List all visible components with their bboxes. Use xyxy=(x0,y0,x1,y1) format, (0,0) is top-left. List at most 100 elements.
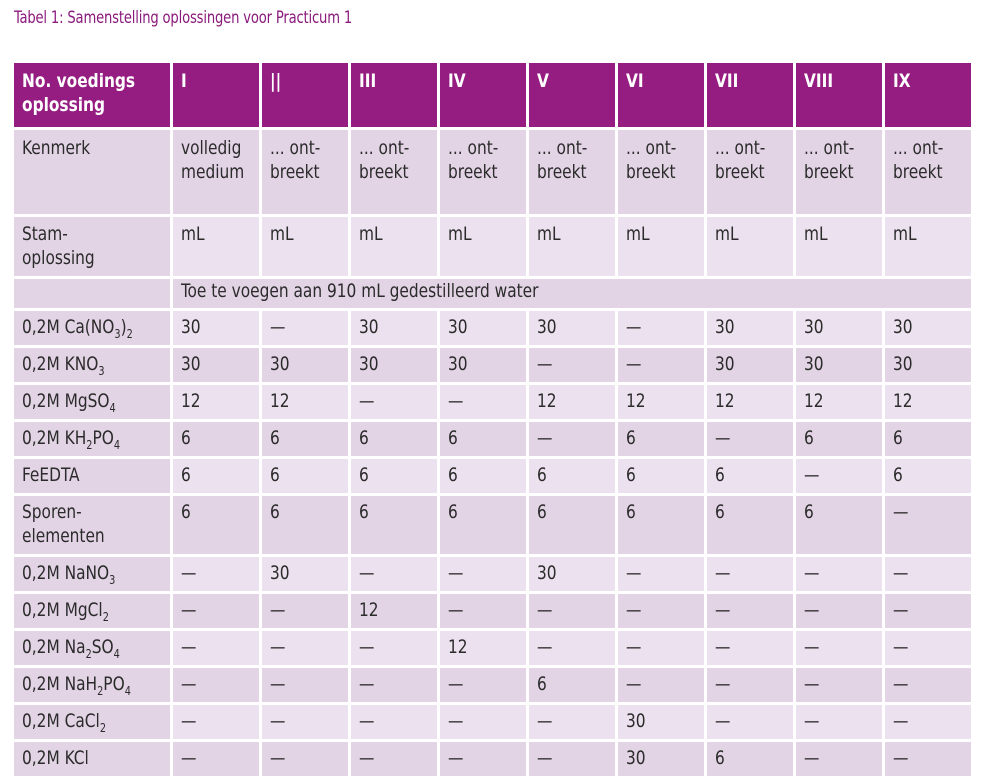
table-cell: 12 xyxy=(796,385,882,419)
table-cell: mL xyxy=(262,217,348,276)
table-cell: — xyxy=(529,594,615,628)
table-cell: — xyxy=(440,668,526,702)
table-cell: mL xyxy=(173,217,259,276)
table-cell: 12 xyxy=(529,385,615,419)
row-label: 0,2M KH2PO4 xyxy=(14,422,170,456)
header-label: No. voedings oplossing xyxy=(14,63,170,127)
table-cell: 6 xyxy=(796,422,882,456)
table-cell: — xyxy=(796,631,882,665)
table-cell: 6 xyxy=(173,496,259,554)
table-cell: — xyxy=(796,705,882,739)
table-cell: — xyxy=(707,594,793,628)
table-cell: — xyxy=(618,311,704,345)
table-cell: 30 xyxy=(529,311,615,345)
table-cell: 6 xyxy=(618,422,704,456)
table-cell: — xyxy=(885,742,971,776)
table-cell: mL xyxy=(529,217,615,276)
table-cell: 6 xyxy=(529,496,615,554)
table-cell: mL xyxy=(796,217,882,276)
table-cell: — xyxy=(529,422,615,456)
row-label: 0,2M KNO3 xyxy=(14,348,170,382)
table-row: FeEDTA 6 6 6 6 6 6 6—6 xyxy=(14,459,971,493)
table-cell: — xyxy=(796,594,882,628)
table-cell: ... ont-breekt xyxy=(796,130,882,214)
kenmerk-row: Kenmerk volledig medium... ont-breekt...… xyxy=(14,130,971,214)
table-cell: 6 xyxy=(351,422,437,456)
table-cell: mL xyxy=(885,217,971,276)
table-cell: — xyxy=(262,311,348,345)
table-body: No. voedings oplossing I || III IV V VI VII VII… xyxy=(14,63,971,776)
table-row: 0,2M NaH2PO4— — — —6— — — — xyxy=(14,668,971,702)
table-cell: — xyxy=(440,557,526,591)
table-cell: — xyxy=(351,557,437,591)
table-cell: ... ont-breekt xyxy=(707,130,793,214)
table-cell: 6 xyxy=(618,496,704,554)
table-cell: 6 xyxy=(707,496,793,554)
table-cell: 6 xyxy=(262,459,348,493)
column-header: || xyxy=(262,63,348,127)
row-label-empty xyxy=(14,279,170,308)
column-header: VII xyxy=(707,63,793,127)
table-cell: — xyxy=(796,668,882,702)
table-cell: — xyxy=(618,594,704,628)
table-cell: 30 xyxy=(440,348,526,382)
table-row: 0,2M Na2SO4— — —12— — — — — xyxy=(14,631,971,665)
table-cell: 30 xyxy=(262,557,348,591)
table-cell: 12 xyxy=(440,631,526,665)
table-cell: — xyxy=(529,705,615,739)
table-row: 0,2M MgCl2— —12— — — — — — xyxy=(14,594,971,628)
table-cell: — xyxy=(440,385,526,419)
table-cell: ... ont-breekt xyxy=(262,130,348,214)
column-header: I xyxy=(173,63,259,127)
table-cell: — xyxy=(707,668,793,702)
table-cell: mL xyxy=(707,217,793,276)
table-cell: 30 xyxy=(707,311,793,345)
table-cell: — xyxy=(529,742,615,776)
table-cell: — xyxy=(529,348,615,382)
table-cell: 12 xyxy=(351,594,437,628)
table-cell: — xyxy=(707,422,793,456)
table-cell: mL xyxy=(618,217,704,276)
table-cell: 30 xyxy=(529,557,615,591)
table-cell: — xyxy=(173,742,259,776)
row-label: Stam-oplossing xyxy=(14,217,170,276)
column-header: III xyxy=(351,63,437,127)
table-cell: — xyxy=(173,557,259,591)
table-cell: ... ont-breekt xyxy=(885,130,971,214)
table-cell: 6 xyxy=(529,459,615,493)
table-cell: — xyxy=(351,705,437,739)
table-cell: 30 xyxy=(262,348,348,382)
table-cell: — xyxy=(885,594,971,628)
table-cell: — xyxy=(351,742,437,776)
table-row: Sporen-elementen 6 6 6 6 6 6 6 6— xyxy=(14,496,971,554)
table-cell: — xyxy=(351,385,437,419)
table-cell: — xyxy=(885,705,971,739)
row-label: 0,2M Na2SO4 xyxy=(14,631,170,665)
solutions-table: No. voedings oplossing I || III IV V VI VII VII… xyxy=(11,60,974,779)
table-cell: 6 xyxy=(173,459,259,493)
table-cell: — xyxy=(262,668,348,702)
table-cell: 6 xyxy=(707,459,793,493)
water-note: Toe te voegen aan 910 mL gedestilleerd w… xyxy=(173,279,971,308)
table-cell: 6 xyxy=(440,459,526,493)
table-cell: 30 xyxy=(173,348,259,382)
table-cell: volledig medium xyxy=(173,130,259,214)
table-cell: 30 xyxy=(707,348,793,382)
table-cell: — xyxy=(262,594,348,628)
table-cell: 6 xyxy=(885,422,971,456)
table-row: 0,2M MgSO4 12 12— —12 12 12 12 12 xyxy=(14,385,971,419)
table-cell: 6 xyxy=(618,459,704,493)
column-header: IX xyxy=(885,63,971,127)
header-row: No. voedings oplossing I || III IV V VI VII VII… xyxy=(14,63,971,127)
table-cell: — xyxy=(173,594,259,628)
table-cell: — xyxy=(351,668,437,702)
table-cell: — xyxy=(707,557,793,591)
table-cell: — xyxy=(796,557,882,591)
table-cell: 30 xyxy=(618,742,704,776)
table-cell: — xyxy=(885,631,971,665)
column-header: VI xyxy=(618,63,704,127)
stam-row: Stam-oplossing mL mL mL mL mL mL mL mL mL xyxy=(14,217,971,276)
table-cell: — xyxy=(618,668,704,702)
row-label: FeEDTA xyxy=(14,459,170,493)
table-cell: — xyxy=(707,705,793,739)
